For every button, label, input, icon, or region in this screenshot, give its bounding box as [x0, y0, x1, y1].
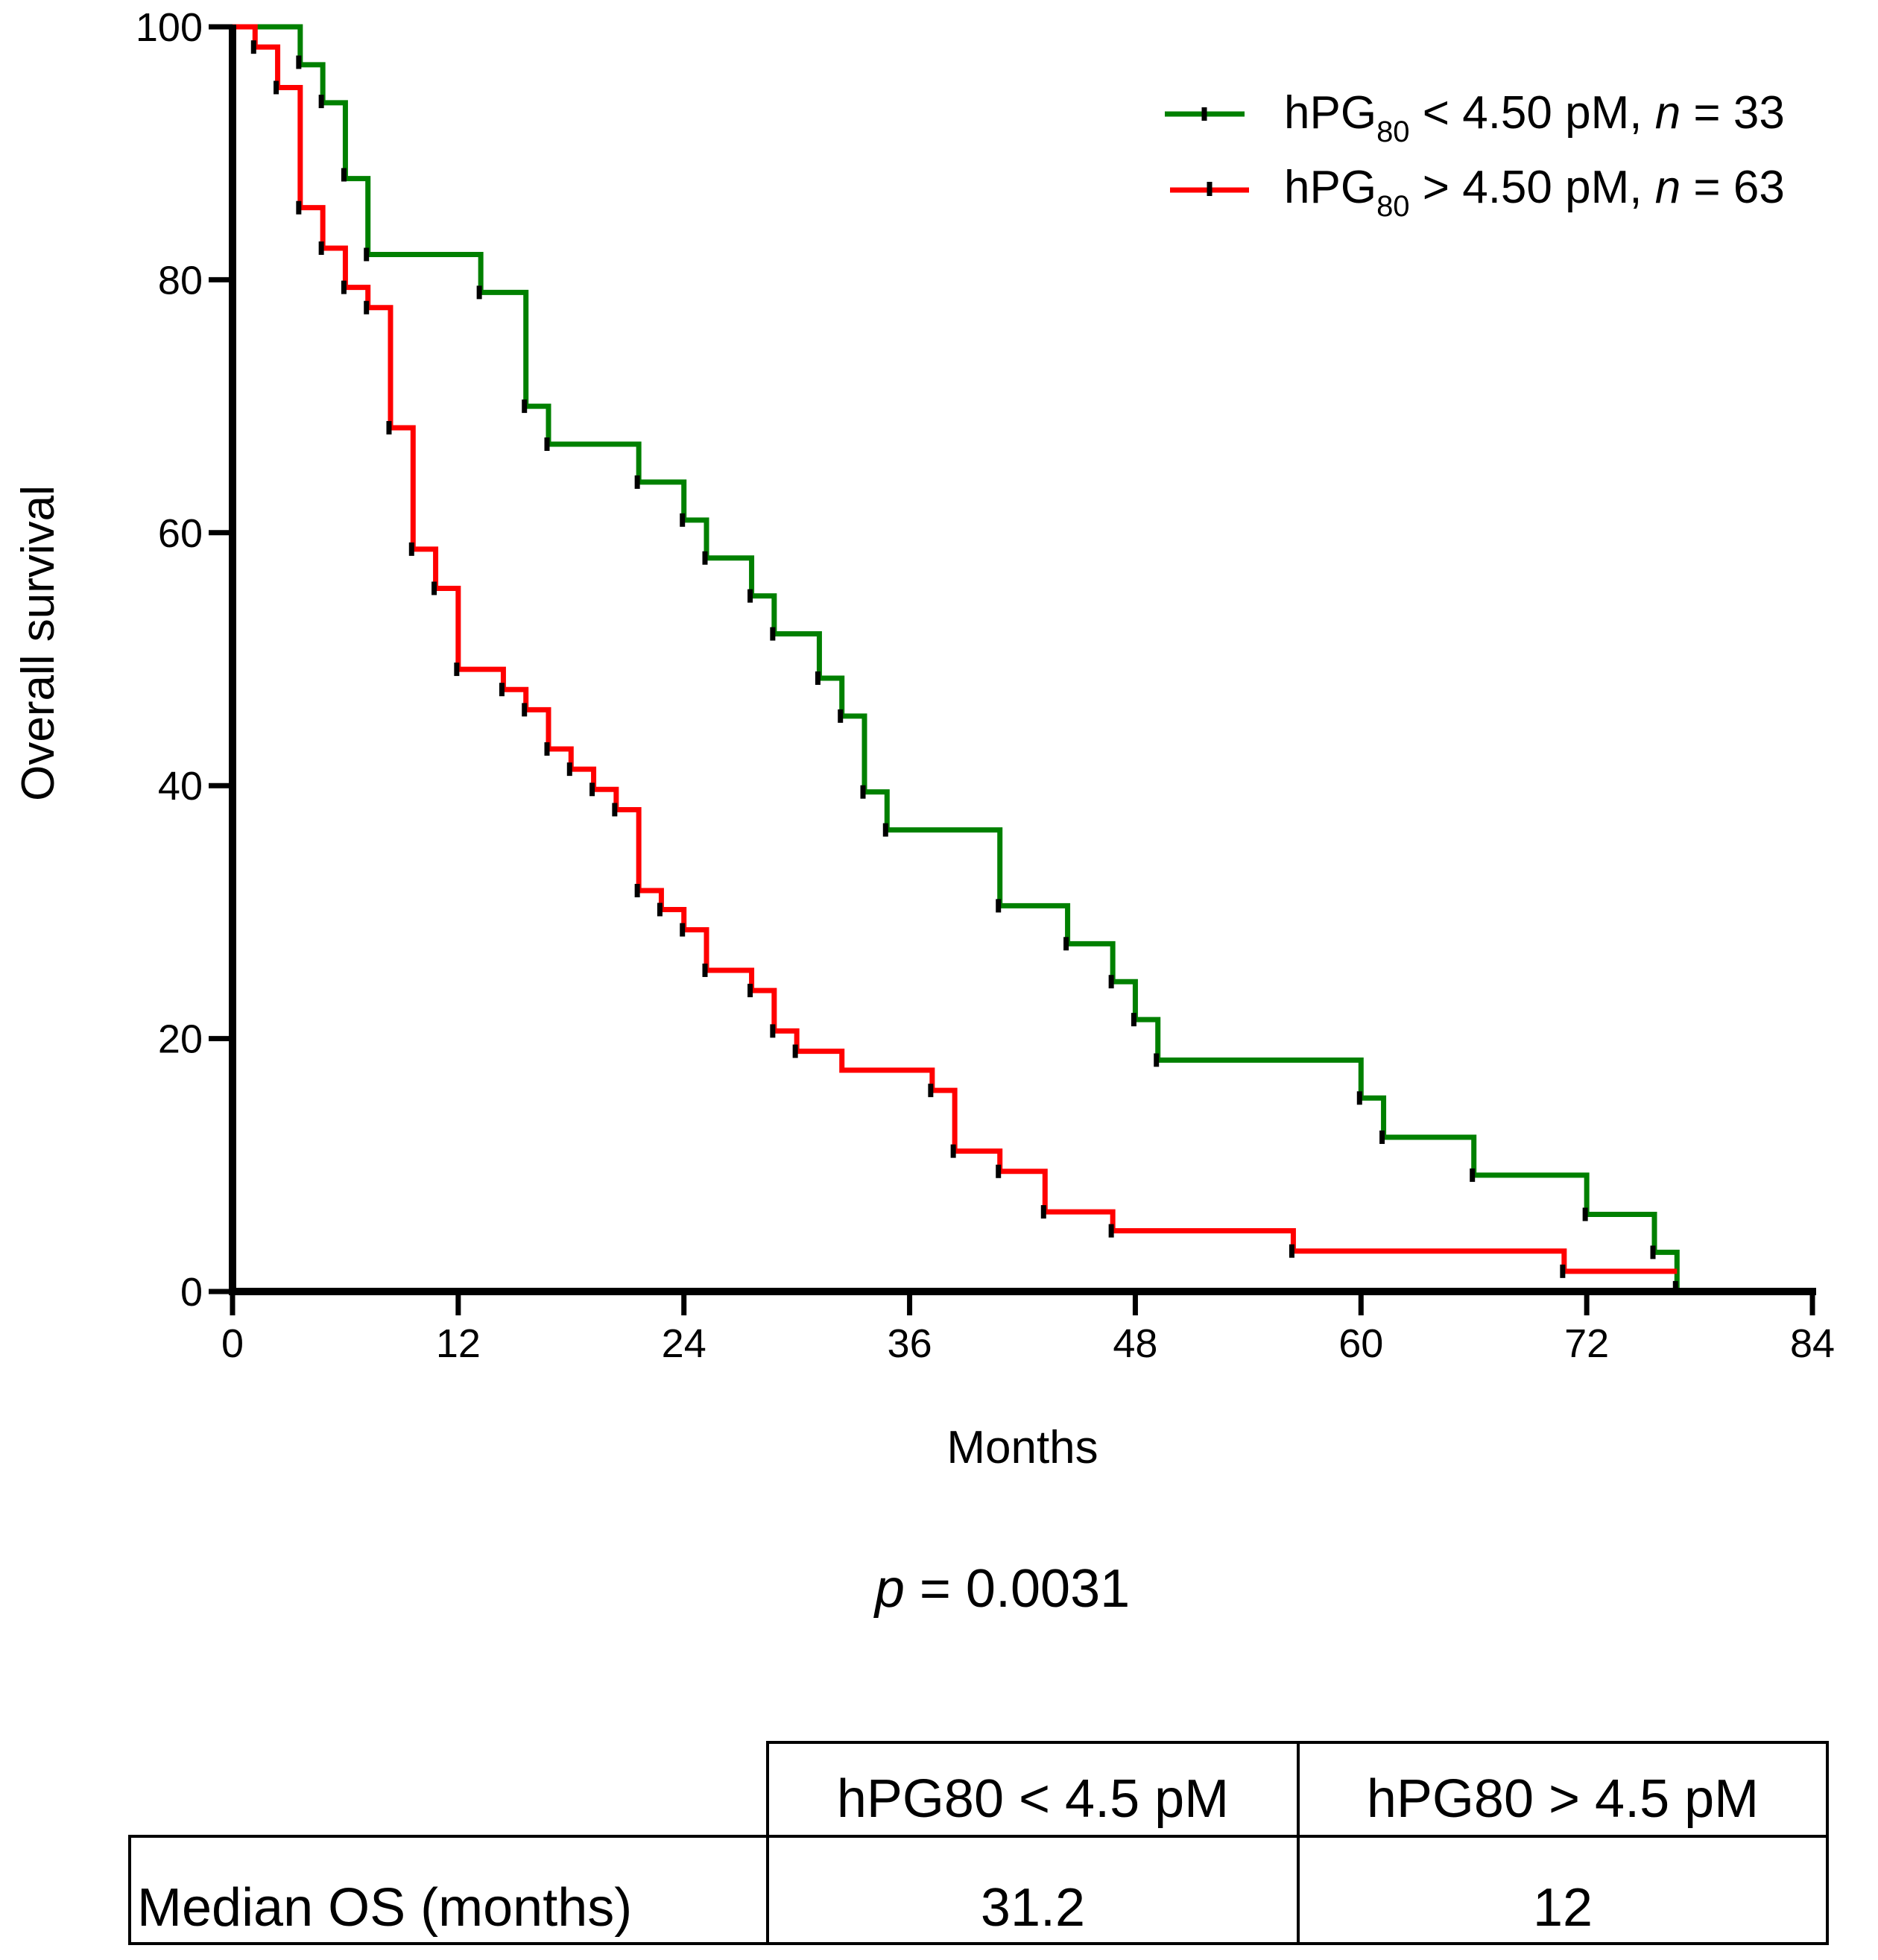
x-tick-label: 48: [1113, 1321, 1157, 1366]
table-cell: 12: [1297, 1835, 1829, 1945]
legend-entry-low: hPG80 < 4.50 pM, n = 33: [1165, 87, 1785, 148]
series-line-0: [233, 24, 1680, 1292]
x-axis-title: Months: [946, 1422, 1098, 1473]
x-tick-label: 84: [1790, 1321, 1835, 1366]
table-cell: 31.2: [766, 1835, 1300, 1945]
x-tick-label: 0: [221, 1321, 244, 1366]
x-tick-label: 72: [1564, 1321, 1609, 1366]
y-tick-label: 100: [136, 5, 203, 50]
y-tick-label: 80: [158, 258, 203, 303]
table-header-cell: hPG80 > 4.5 pM: [1297, 1741, 1829, 1838]
table-corner-cell: [130, 1742, 769, 1838]
p-value-annotation: p = 0.0031: [874, 1559, 1131, 1619]
legend-entry-high: hPG80 > 4.50 pM, n = 63: [1170, 162, 1785, 223]
table-header-cell: hPG80 < 4.5 pM: [766, 1741, 1300, 1838]
table-row: Median OS (months) 31.2 12: [128, 1835, 1829, 1945]
legend-label-high: hPG80 > 4.50 pM, n = 63: [1284, 162, 1785, 223]
y-tick-label: 20: [158, 1017, 203, 1062]
x-tick-label: 12: [436, 1321, 481, 1366]
y-tick-label: 60: [158, 511, 203, 556]
table-row-label: Median OS (months): [128, 1835, 769, 1945]
median-os-table: hPG80 < 4.5 pM hPG80 > 4.5 pM Median OS …: [128, 1741, 1829, 1945]
y-tick-label: 0: [180, 1270, 203, 1315]
series-line-1: [233, 24, 1678, 1274]
table-header-row: hPG80 < 4.5 pM hPG80 > 4.5 pM: [130, 1741, 1829, 1838]
y-tick-label: 40: [158, 764, 203, 809]
plot-lines: [233, 24, 1680, 1294]
y-axis-title: Overall survival: [13, 485, 64, 801]
axes: [229, 25, 1816, 1295]
x-tick-label: 24: [662, 1321, 706, 1366]
x-tick-label: 60: [1338, 1321, 1383, 1366]
legend-label-low: hPG80 < 4.50 pM, n = 33: [1284, 87, 1785, 148]
ticks: 0 12 24 36 48 60 72 84 0 20 40 60 80 100: [136, 5, 1835, 1366]
legend: hPG80 < 4.50 pM, n = 33 hPG80 > 4.50 pM,…: [1165, 87, 1785, 223]
x-tick-label: 36: [888, 1321, 932, 1366]
